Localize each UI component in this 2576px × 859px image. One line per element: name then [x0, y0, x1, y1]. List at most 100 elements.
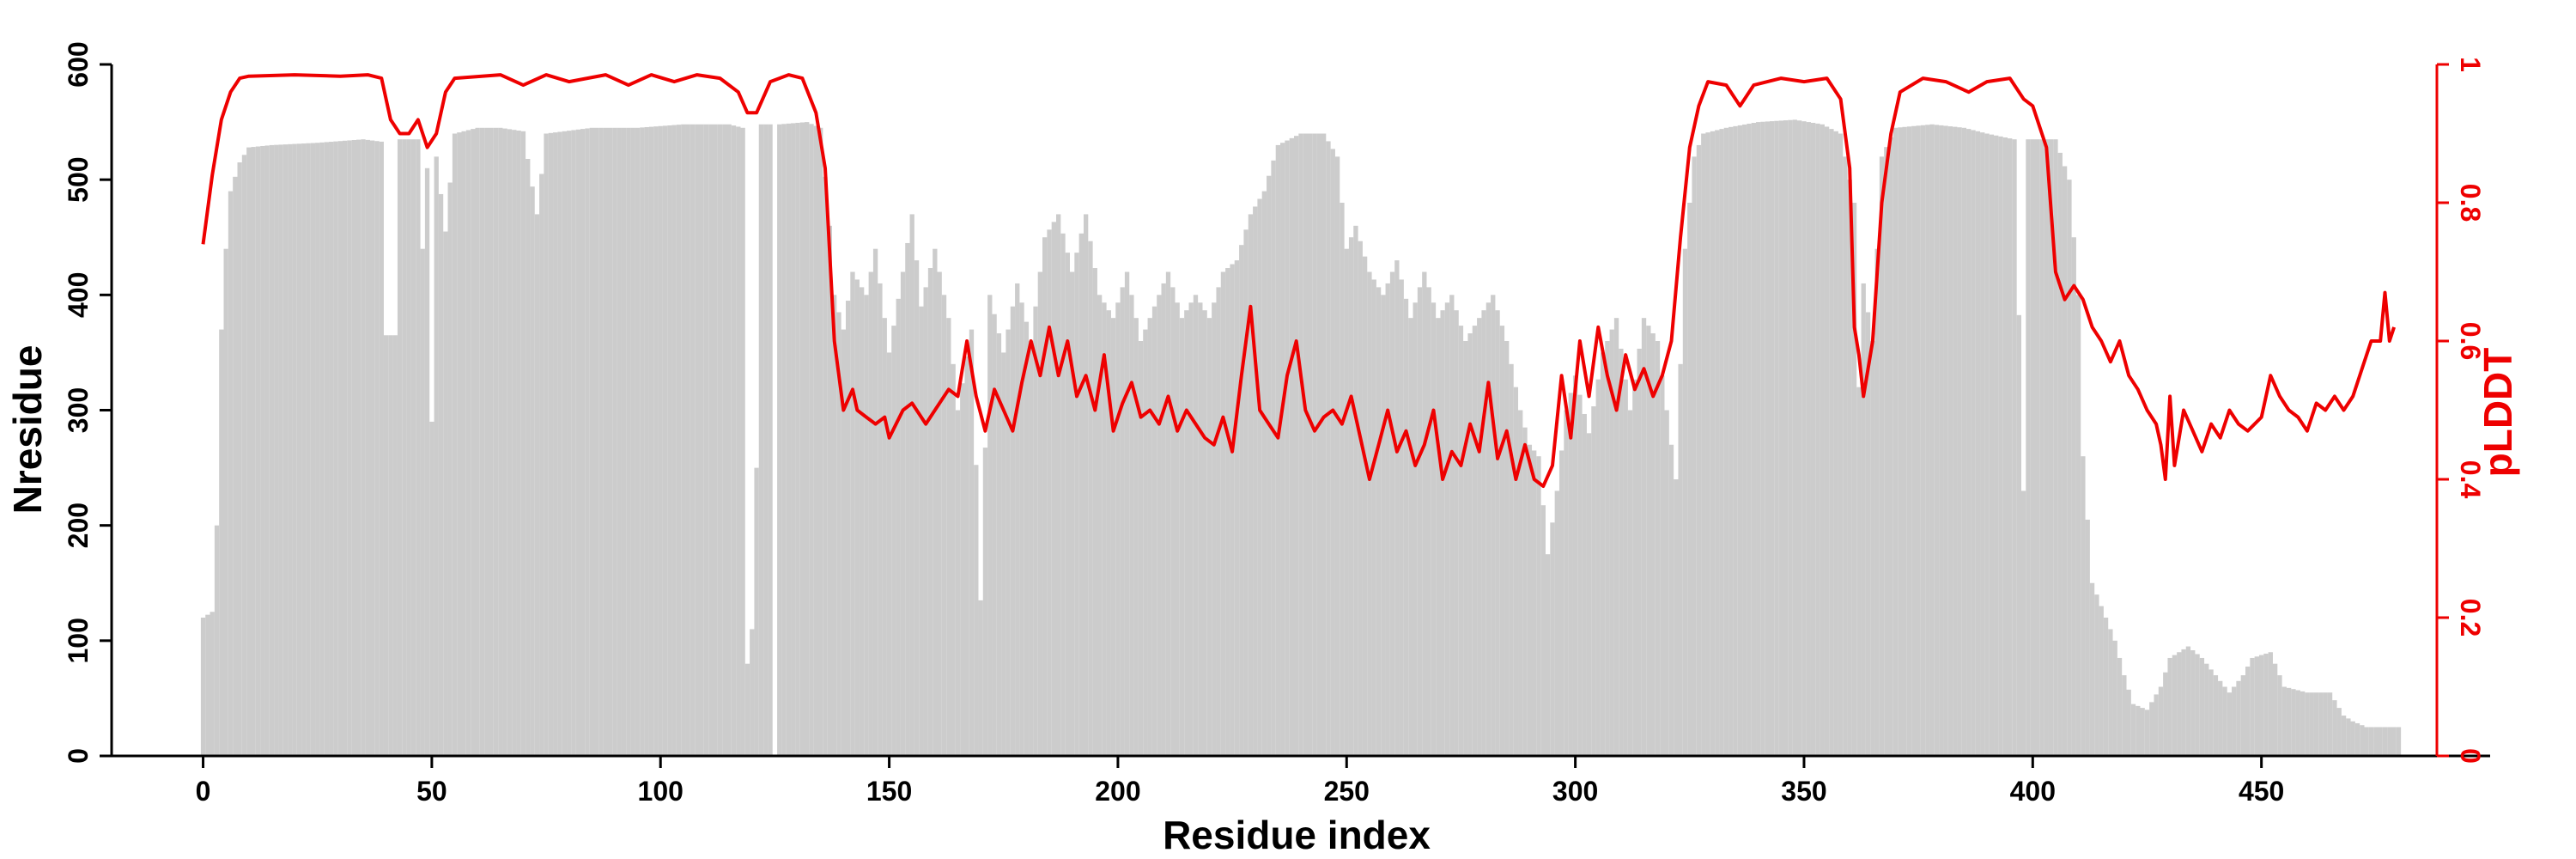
- nresidue-bar: [1216, 287, 1221, 756]
- nresidue-bar: [1742, 124, 1747, 756]
- nresidue-bar: [355, 139, 361, 757]
- nresidue-bar: [726, 124, 732, 756]
- nresidue-bar: [1902, 126, 1907, 757]
- nresidue-bar: [1682, 248, 1688, 756]
- nresidue-bar: [1088, 241, 1093, 757]
- nresidue-bar: [2300, 691, 2306, 756]
- nresidue-bar: [1600, 352, 1606, 756]
- nresidue-bar: [617, 127, 622, 757]
- nresidue-bar: [2232, 686, 2237, 756]
- nresidue-bar: [1353, 225, 1358, 757]
- nresidue-bar: [1042, 237, 1048, 756]
- nresidue-bar: [2190, 650, 2196, 756]
- nresidue-bar: [1147, 318, 1152, 756]
- nresidue-bar: [731, 125, 737, 757]
- nresidue-bar: [1572, 375, 1578, 756]
- x-tick-label: 200: [1095, 776, 1140, 807]
- nresidue-bar: [2354, 722, 2360, 756]
- nresidue-bar: [758, 124, 764, 756]
- nresidue-bar: [2085, 519, 2090, 756]
- nresidue-bar: [1230, 264, 1235, 756]
- nresidue-bar: [274, 144, 279, 756]
- nresidue-bar: [447, 182, 453, 756]
- nresidue-bar: [2117, 657, 2123, 756]
- nresidue-bar: [1522, 427, 1528, 757]
- nresidue-bar: [630, 127, 635, 757]
- nresidue-bar: [2039, 139, 2044, 756]
- nresidue-bar: [1303, 133, 1308, 756]
- nresidue-bar: [2268, 652, 2273, 756]
- nresidue-bar: [818, 127, 823, 757]
- nresidue-bar: [2126, 689, 2131, 756]
- y-left-tick-label: 300: [63, 387, 94, 433]
- nresidue-bar: [434, 156, 439, 756]
- nresidue-bar: [1961, 127, 1967, 757]
- nresidue-bar: [845, 301, 851, 756]
- nresidue-bar: [1271, 160, 1276, 756]
- nresidue-bar: [841, 329, 846, 756]
- nresidue-bar: [2336, 708, 2342, 756]
- nresidue-bar: [1623, 379, 1628, 756]
- nresidue-bar: [365, 139, 370, 756]
- nresidue-bar: [1175, 302, 1180, 756]
- nresidue-bar: [878, 283, 883, 756]
- nresidue-bar: [2281, 686, 2287, 756]
- nresidue-bar: [2136, 705, 2141, 756]
- nresidue-bar: [1467, 333, 1473, 756]
- nresidue-bar: [255, 146, 261, 756]
- nresidue-bar: [1454, 310, 1459, 757]
- nresidue-bar: [2368, 727, 2374, 756]
- nresidue-bar: [2222, 686, 2227, 756]
- nresidue-bar: [681, 124, 686, 756]
- nresidue-bar: [200, 618, 206, 756]
- nresidue-bar: [1911, 125, 1917, 756]
- nresidue-bar: [2044, 139, 2049, 756]
- nresidue-bar: [392, 335, 398, 756]
- nresidue-bar: [964, 356, 969, 756]
- nresidue-bar: [1504, 341, 1510, 756]
- nresidue-bar: [781, 124, 787, 756]
- nresidue-bar: [1756, 122, 1761, 756]
- nresidue-bar: [2163, 672, 2168, 756]
- nresidue-bar: [1348, 237, 1354, 756]
- nresidue-bar: [676, 125, 682, 757]
- nresidue-bar: [1664, 410, 1669, 756]
- nresidue-bar: [1440, 310, 1445, 757]
- nresidue-bar: [2227, 692, 2233, 756]
- nresidue-bar: [1678, 363, 1683, 756]
- nresidue-bar: [278, 144, 283, 756]
- nresidue-bar: [589, 127, 594, 757]
- nresidue-bar: [1399, 279, 1404, 756]
- nresidue-bar: [1801, 121, 1807, 756]
- nresidue-bar: [2346, 718, 2351, 756]
- nresidue-bar: [1029, 341, 1034, 756]
- nresidue-bar: [1591, 406, 1596, 756]
- nresidue-bar: [640, 127, 645, 756]
- nresidue-bar: [1413, 302, 1418, 756]
- nresidue-bar: [754, 467, 759, 756]
- nresidue-bar: [1595, 379, 1601, 756]
- nresidue-bar: [960, 383, 965, 756]
- nresidue-bar: [1220, 271, 1226, 756]
- y-left-tick-label: 400: [63, 272, 94, 318]
- y-left-axis-title: Nresidue: [5, 345, 50, 515]
- nresidue-bar: [544, 133, 549, 756]
- nresidue-bar: [1376, 287, 1382, 756]
- plddt-line: [201, 73, 2396, 488]
- nresidue-bar: [905, 242, 910, 757]
- nresidue-bar: [241, 155, 247, 756]
- nresidue-bar: [2272, 663, 2278, 756]
- nresidue-bar: [1138, 341, 1144, 756]
- nresidue-bar: [1005, 329, 1011, 756]
- nresidue-bar: [2318, 692, 2324, 756]
- nresidue-bar: [2130, 704, 2136, 757]
- nresidue-bar: [1687, 203, 1692, 756]
- nresidue-bar: [722, 124, 727, 756]
- nresidue-bar: [1870, 341, 1875, 756]
- nresidue-bar: [301, 143, 307, 757]
- nresidue-bar: [507, 129, 513, 756]
- nresidue-bar: [402, 139, 407, 756]
- nresidue-bar: [2373, 727, 2379, 756]
- nresidue-bar: [1929, 124, 1935, 756]
- nresidue-bar: [658, 125, 663, 756]
